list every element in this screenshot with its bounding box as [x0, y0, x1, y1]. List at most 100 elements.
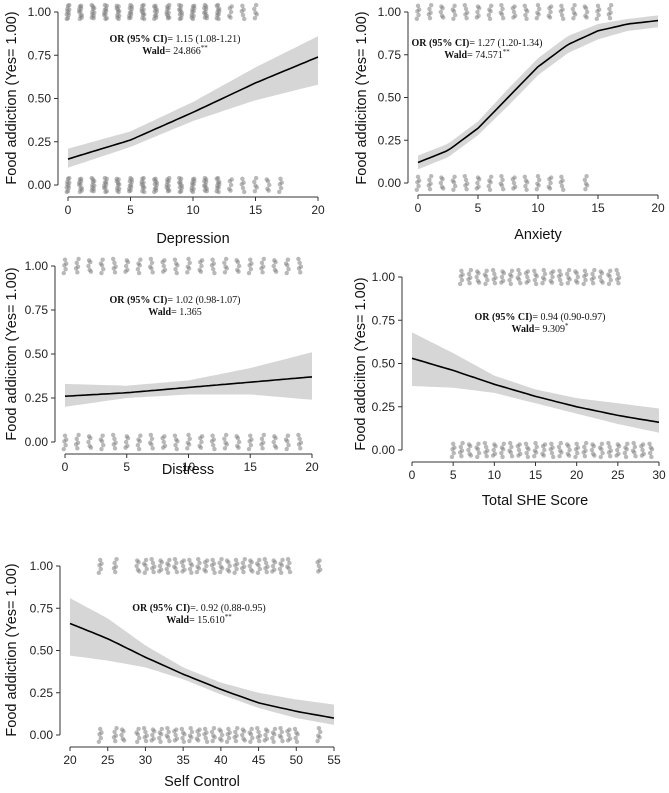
y-tick-label: 0.50: [378, 91, 402, 105]
data-point-yes: [75, 264, 81, 269]
data-point-yes: [475, 4, 481, 9]
data-point-yes: [67, 2, 72, 8]
data-point-yes: [102, 2, 108, 8]
data-point-yes: [172, 257, 178, 262]
data-point-yes: [522, 3, 527, 9]
data-point-yes: [499, 2, 504, 8]
data-point-no: [524, 187, 529, 193]
data-point-no: [120, 736, 126, 741]
data-point-no: [500, 454, 505, 460]
data-point-no: [173, 442, 178, 448]
y-axis-label: Food addiciton (Yes= 1.00): [4, 267, 20, 440]
data-point-no: [247, 730, 252, 735]
wald-label: Wald: [148, 307, 171, 318]
data-point-no: [172, 433, 178, 438]
data-point-no: [90, 177, 96, 182]
data-point-no: [584, 173, 589, 179]
data-point-no: [296, 432, 301, 438]
data-point-yes: [210, 257, 215, 262]
data-point-yes: [255, 561, 260, 566]
data-point-no: [298, 446, 303, 451]
data-point-no: [222, 446, 228, 451]
data-point-no: [67, 175, 72, 181]
data-point-no: [178, 189, 184, 194]
data-point-no: [259, 436, 265, 442]
data-point-yes: [202, 567, 207, 572]
data-point-no: [226, 726, 231, 732]
x-tick-label: 5: [127, 203, 134, 217]
data-point-yes: [190, 16, 196, 22]
data-point-no: [452, 174, 457, 180]
data-point-no: [649, 454, 654, 460]
data-point-no: [114, 726, 119, 731]
data-point-no: [615, 442, 621, 447]
data-point-no: [252, 189, 258, 194]
data-point-no: [99, 730, 104, 735]
data-point-no: [174, 727, 179, 732]
data-point-yes: [606, 281, 612, 287]
data-point-no: [487, 187, 493, 193]
data-point-yes: [136, 270, 142, 276]
data-point-yes: [179, 10, 184, 15]
data-point-no: [272, 443, 278, 449]
data-point-yes: [271, 263, 276, 269]
data-point-no: [101, 442, 106, 448]
data-point-yes: [255, 570, 261, 575]
data-point-yes: [523, 7, 529, 12]
data-point-no: [523, 183, 528, 189]
data-point-yes: [523, 12, 528, 18]
or-value: =. 0.92 (0.88-0.95): [190, 603, 266, 614]
data-point-yes: [415, 3, 421, 9]
data-point-yes: [297, 260, 302, 266]
data-point-no: [460, 440, 465, 446]
data-point-yes: [104, 16, 109, 21]
data-point-yes: [223, 264, 228, 269]
data-point-no: [180, 735, 185, 741]
data-point-yes: [188, 561, 193, 566]
data-point-yes: [582, 268, 588, 273]
data-point-no: [438, 180, 443, 186]
data-point-no: [161, 439, 166, 445]
data-point-yes: [513, 13, 518, 18]
data-point-no: [143, 729, 148, 735]
data-point-no: [287, 736, 293, 741]
data-point-no: [204, 730, 209, 735]
data-point-yes: [317, 558, 322, 563]
data-point-yes: [559, 281, 564, 287]
data-point-no: [265, 186, 270, 192]
data-point-no: [549, 441, 554, 446]
data-point-no: [283, 437, 289, 442]
data-point-no: [181, 739, 187, 744]
data-point-yes: [318, 567, 323, 572]
data-point-yes: [246, 270, 252, 276]
y-tick-label: 1.00: [25, 259, 49, 273]
data-point-no: [112, 446, 118, 451]
data-point-yes: [583, 272, 589, 277]
data-point-no: [211, 442, 216, 448]
data-point-no: [158, 739, 163, 744]
data-point-no: [204, 186, 209, 192]
data-point-no: [248, 433, 253, 438]
confidence-band: [68, 36, 318, 168]
data-point-no: [185, 446, 190, 451]
wald-value: = 24.866: [165, 46, 201, 57]
data-point-yes: [499, 274, 505, 280]
data-point-no: [156, 735, 162, 741]
data-point-yes: [414, 16, 419, 22]
data-point-yes: [210, 557, 215, 563]
data-point-yes: [559, 3, 564, 9]
data-point-no: [91, 186, 96, 192]
data-point-yes: [565, 281, 571, 286]
data-point-yes: [125, 267, 130, 273]
data-point-no: [257, 738, 262, 744]
y-tick-label: 0.50: [372, 357, 396, 371]
data-point-yes: [260, 270, 265, 275]
data-point-yes: [526, 278, 531, 284]
data-point-no: [112, 729, 117, 735]
y-tick-label: 1.00: [372, 270, 396, 284]
data-point-yes: [63, 266, 68, 272]
data-point-yes: [98, 261, 104, 266]
data-point-yes: [591, 275, 596, 280]
data-point-no: [98, 437, 104, 442]
data-point-yes: [575, 274, 581, 280]
